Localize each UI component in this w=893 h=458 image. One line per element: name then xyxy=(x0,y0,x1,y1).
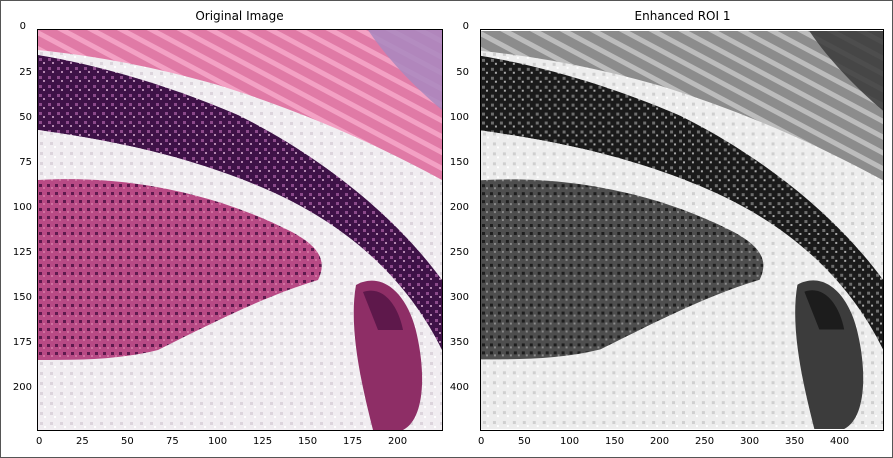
x-tick-label: 250 xyxy=(695,436,715,447)
x-tick-label: 75 xyxy=(166,436,179,447)
x-tick-label: 400 xyxy=(830,436,850,447)
y-tick-label: 200 xyxy=(12,382,32,393)
panel-title-original: Original Image xyxy=(195,9,284,23)
x-tick-label: 0 xyxy=(478,436,485,447)
x-tick-label: 150 xyxy=(298,436,318,447)
x-tick-label: 100 xyxy=(560,436,580,447)
y-tick-label: 150 xyxy=(449,157,469,168)
x-tick-label: 50 xyxy=(518,436,531,447)
y-tick-label: 100 xyxy=(449,112,469,123)
original-image xyxy=(38,30,442,430)
x-tick-label: 150 xyxy=(605,436,625,447)
y-tick-label: 250 xyxy=(449,247,469,258)
y-tick-label: 175 xyxy=(12,337,32,348)
enhanced-roi-image xyxy=(481,30,883,430)
y-tick-label: 0 xyxy=(19,21,26,32)
y-tick-label: 50 xyxy=(456,67,469,78)
y-tick-label: 350 xyxy=(449,337,469,348)
x-tick-label: 50 xyxy=(121,436,134,447)
y-tick-label: 50 xyxy=(19,112,32,123)
x-tick-label: 0 xyxy=(36,436,43,447)
axes-enhanced xyxy=(480,29,884,431)
axes-original xyxy=(37,29,443,431)
y-tick-label: 300 xyxy=(449,292,469,303)
y-tick-label: 75 xyxy=(19,157,32,168)
x-tick-label: 300 xyxy=(740,436,760,447)
y-tick-label: 125 xyxy=(12,247,32,258)
panel-title-enhanced: Enhanced ROI 1 xyxy=(634,9,731,23)
x-tick-label: 200 xyxy=(650,436,670,447)
y-tick-label: 200 xyxy=(449,202,469,213)
x-tick-label: 350 xyxy=(785,436,805,447)
y-tick-label: 25 xyxy=(19,67,32,78)
x-tick-label: 200 xyxy=(388,436,408,447)
x-tick-label: 125 xyxy=(253,436,273,447)
x-tick-label: 100 xyxy=(208,436,228,447)
y-tick-label: 400 xyxy=(449,382,469,393)
y-tick-label: 100 xyxy=(12,202,32,213)
y-tick-label: 0 xyxy=(462,21,469,32)
y-tick-label: 150 xyxy=(12,292,32,303)
x-tick-label: 175 xyxy=(343,436,363,447)
x-tick-label: 25 xyxy=(76,436,89,447)
